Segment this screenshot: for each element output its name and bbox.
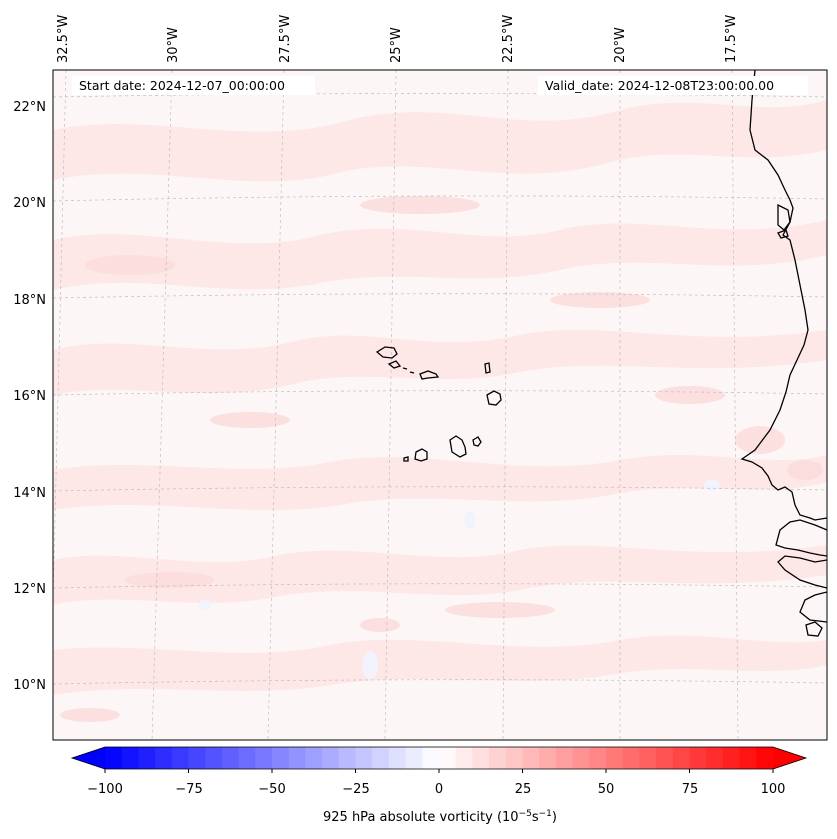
lon-label: 22.5°W (501, 15, 516, 63)
lon-label: 27.5°W (278, 15, 293, 63)
colorbar-cell (105, 747, 123, 769)
colorbar-tick: 25 (515, 782, 532, 797)
colorbar-tick: 50 (598, 782, 615, 797)
latitude-labels: 22°N 20°N 18°N 16°N 14°N 12°N 10°N (13, 100, 46, 693)
lat-label: 18°N (13, 293, 46, 308)
colorbar-cell (238, 747, 256, 769)
colorbar-extend-high (773, 747, 806, 769)
colorbar (70, 746, 808, 773)
colorbar-cell (355, 747, 373, 769)
colorbar-cell (405, 747, 423, 769)
colorbar-cell (672, 747, 690, 769)
colorbar-cell (221, 747, 239, 769)
colorbar-cell (539, 747, 557, 769)
colorbar-cell (388, 747, 406, 769)
colorbar-cell (322, 747, 340, 769)
colorbar-cell (338, 747, 356, 769)
colorbar-cell (455, 747, 473, 769)
colorbar-tick: −75 (175, 782, 202, 797)
lat-label: 14°N (13, 486, 46, 501)
colorbar-cell (439, 747, 457, 769)
map-frame (52, 69, 828, 741)
colorbar-tick: 75 (682, 782, 699, 797)
colorbar-cell (572, 747, 590, 769)
colorbar-extend-low (72, 747, 105, 769)
valid-date-box: Valid_date: 2024-12-08T23:00:00.00 (538, 76, 808, 95)
lon-label: 30°W (166, 27, 181, 63)
colorbar-cell (489, 747, 507, 769)
colorbar-cell (422, 747, 440, 769)
lat-label: 16°N (13, 389, 46, 404)
colorbar-cell (205, 747, 223, 769)
colorbar-cell (138, 747, 156, 769)
colorbar-cell (756, 747, 774, 769)
colorbar-tick: −25 (342, 782, 369, 797)
colorbar-tick: −50 (258, 782, 285, 797)
lat-label: 10°N (13, 678, 46, 693)
colorbar-tick: 100 (761, 782, 786, 797)
colorbar-cell (622, 747, 640, 769)
colorbar-cell (171, 747, 189, 769)
colorbar-cell (472, 747, 490, 769)
colorbar-cell (522, 747, 540, 769)
lon-label: 32.5°W (56, 15, 71, 63)
start-date-text: Start date: 2024-12-07_00:00:00 (79, 78, 285, 93)
lon-label: 20°W (613, 27, 628, 63)
colorbar-tick: 0 (435, 782, 443, 797)
lat-label: 22°N (13, 100, 46, 115)
valid-date-text: Valid_date: 2024-12-08T23:00:00.00 (545, 78, 774, 93)
start-date-box: Start date: 2024-12-07_00:00:00 (72, 76, 315, 95)
colorbar-cell (656, 747, 674, 769)
colorbar-cell (155, 747, 173, 769)
colorbar-cell (372, 747, 390, 769)
vorticity-field (53, 70, 827, 740)
colorbar-cell (188, 747, 206, 769)
colorbar-cell (706, 747, 724, 769)
colorbar-cell (589, 747, 607, 769)
colorbar-cell (505, 747, 523, 769)
lat-label: 20°N (13, 196, 46, 211)
longitude-labels: 32.5°W 30°W 27.5°W 25°W 22.5°W 20°W 17.5… (56, 15, 739, 63)
lon-label: 17.5°W (724, 15, 739, 63)
colorbar-cell (722, 747, 740, 769)
colorbar-label: 925 hPa absolute vorticity (10−5s−1) (323, 809, 557, 825)
colorbar-cell (121, 747, 139, 769)
graticule (53, 70, 827, 740)
colorbar-cell (739, 747, 757, 769)
colorbar-cell (555, 747, 573, 769)
colorbar-cell (255, 747, 273, 769)
colorbar-ticks: −100 −75 −50 −25 0 25 50 75 100 (87, 782, 785, 797)
colorbar-tick: −100 (87, 782, 123, 797)
colorbar-cell (272, 747, 290, 769)
lat-label: 12°N (13, 582, 46, 597)
lon-label: 25°W (389, 27, 404, 63)
colorbar-cell (606, 747, 624, 769)
colorbar-cell (689, 747, 707, 769)
colorbar-cell (305, 747, 323, 769)
coastline (375, 70, 827, 637)
colorbar-cell (288, 747, 306, 769)
colorbar-cell (639, 747, 657, 769)
